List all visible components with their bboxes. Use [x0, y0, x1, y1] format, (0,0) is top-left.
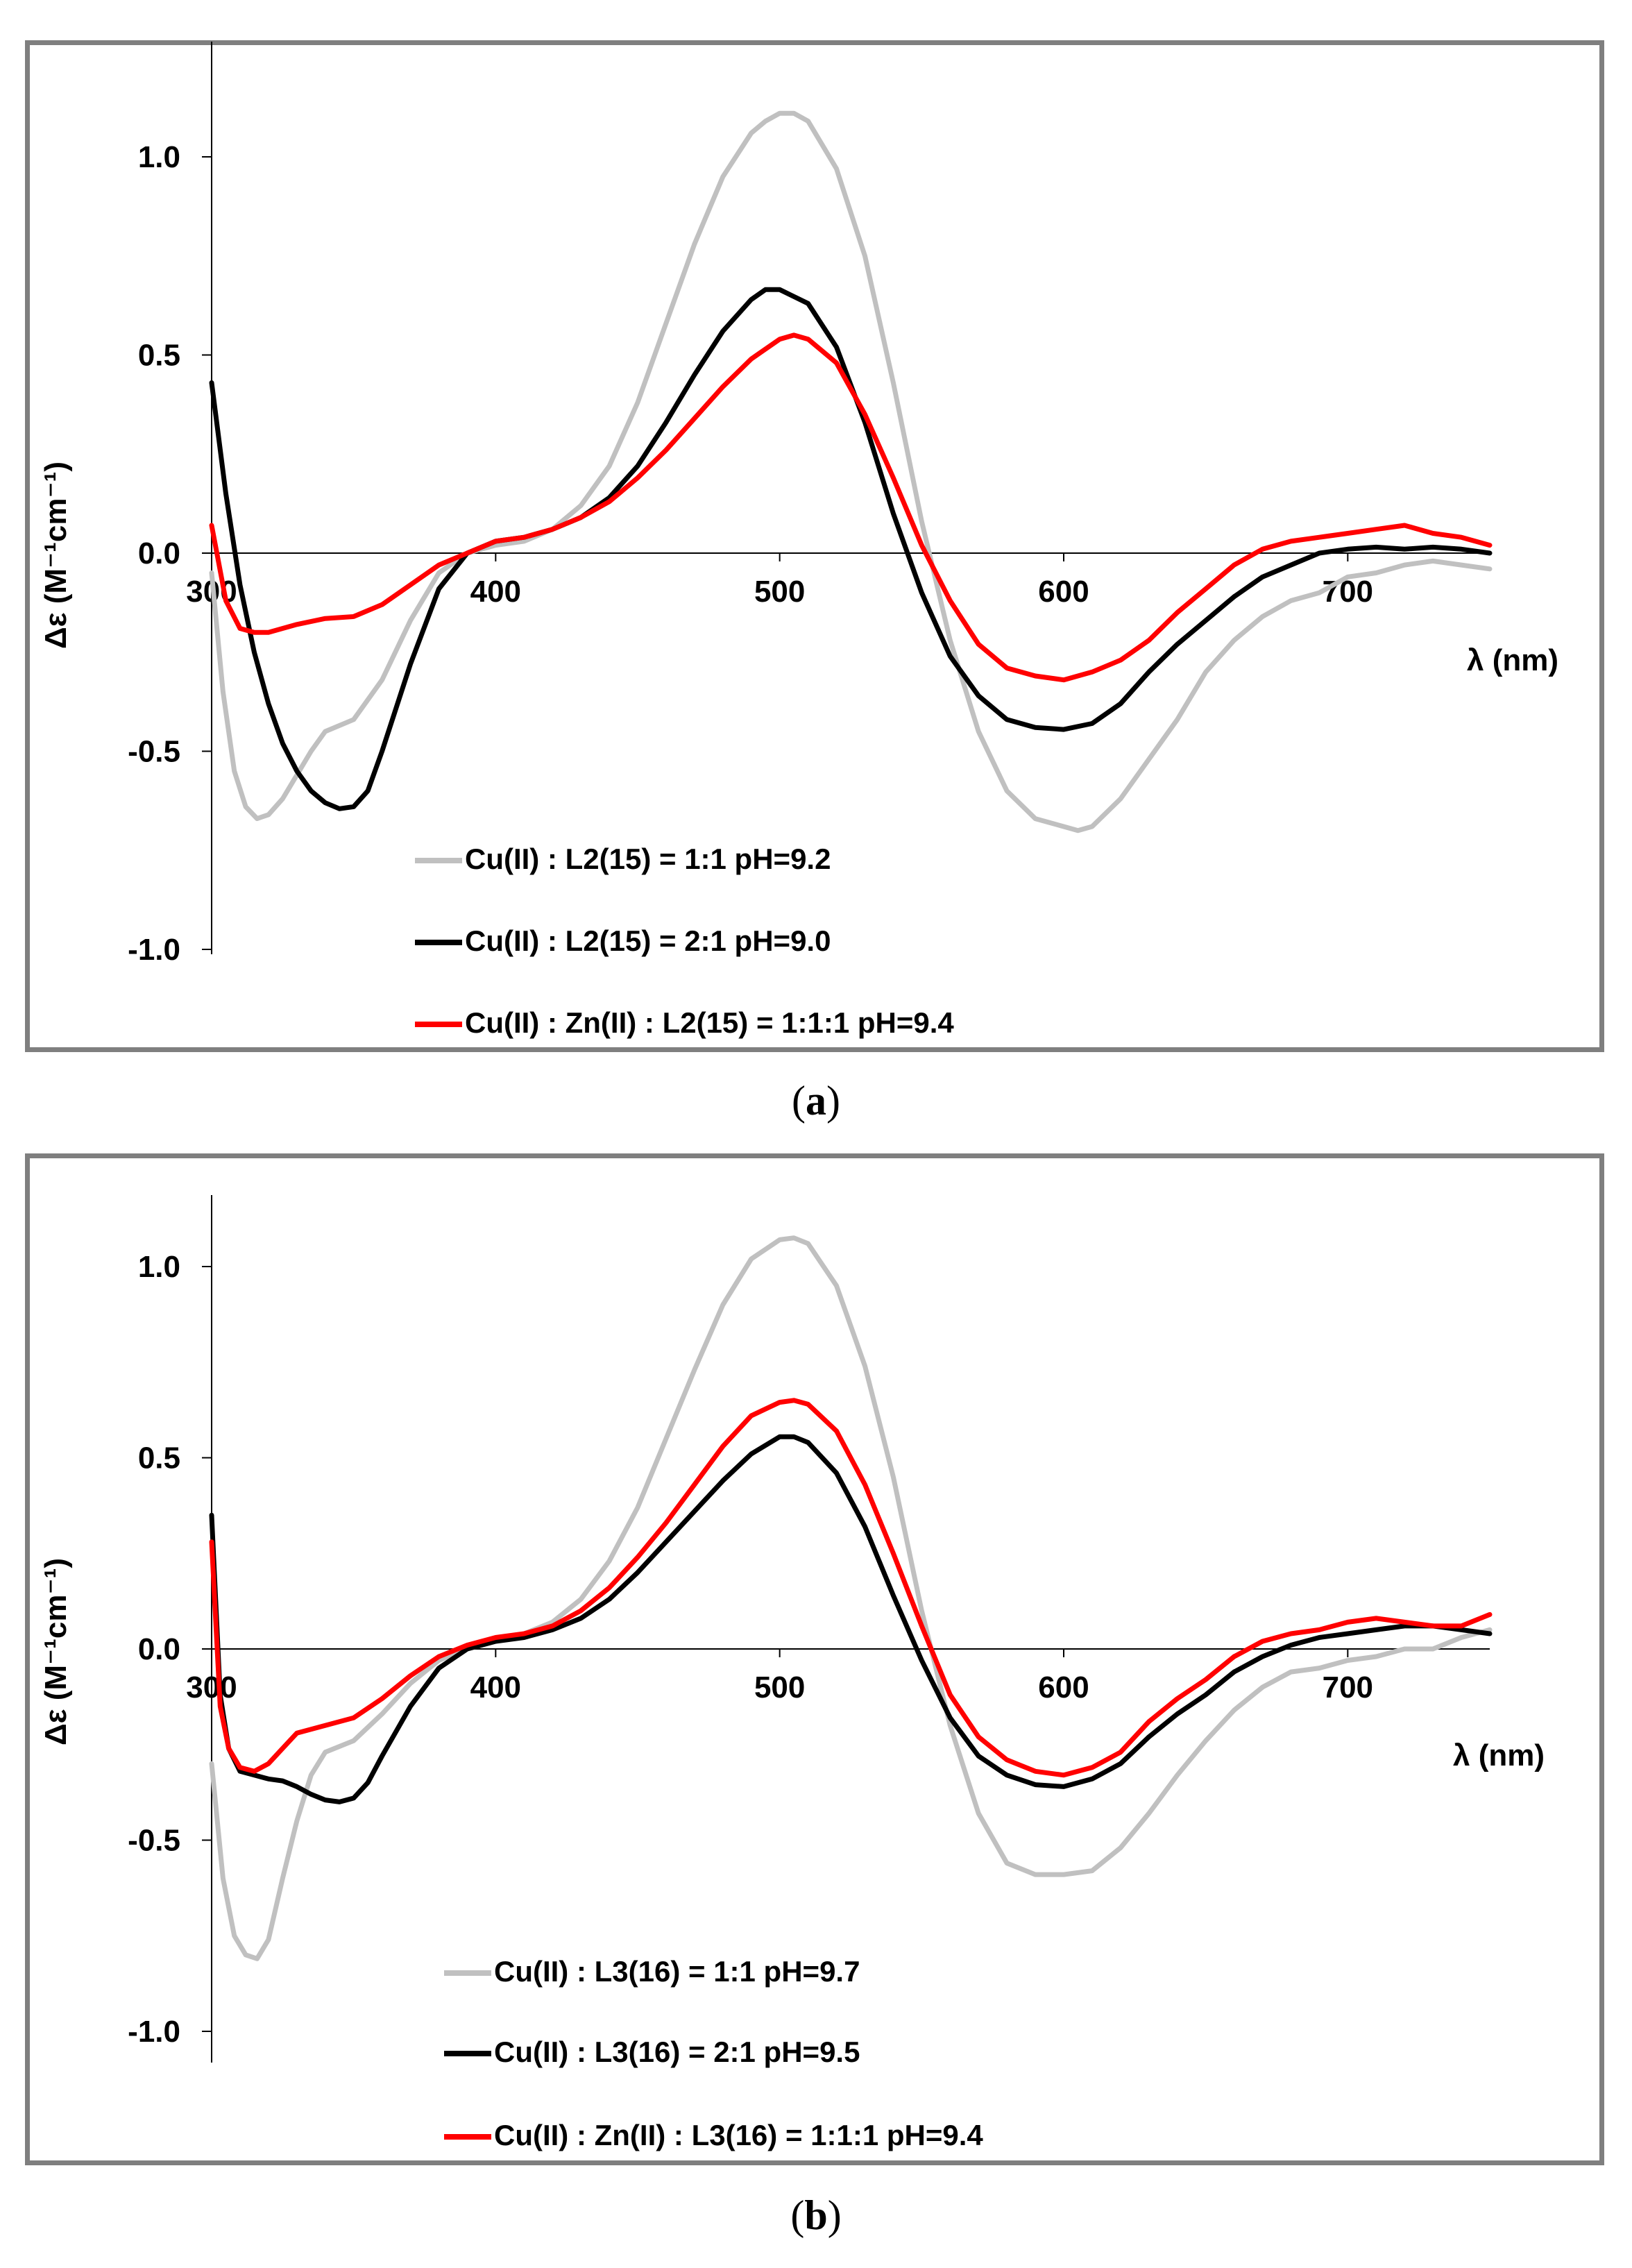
series-line-a-0 [209, 110, 1493, 833]
y-axis-label-a: Δε (M⁻¹cm⁻¹) [39, 462, 73, 649]
x-tick-label-a-1: 400 [470, 575, 521, 609]
x-tick-label-b-1: 400 [470, 1670, 521, 1704]
y-tick-label-a-2: 0.0 [138, 536, 180, 570]
legend-label-a-2: Cu(II) : Zn(II) : L2(15) = 1:1:1 pH=9.4 [465, 1006, 954, 1039]
x-tick-label-b-0: 300 [186, 1670, 237, 1704]
y-tick-label-a-3: -0.5 [128, 735, 180, 769]
legend-label-a-1: Cu(II) : L2(15) = 2:1 pH=9.0 [465, 924, 831, 957]
y-axis-label-b: Δε (M⁻¹cm⁻¹) [39, 1558, 73, 1745]
series-line-a-1 [209, 287, 1493, 811]
series-line-b-2 [209, 1398, 1493, 1778]
legend-label-a-0: Cu(II) : L2(15) = 1:1 pH=9.2 [465, 843, 831, 875]
legend-label-b-1: Cu(II) : L3(16) = 2:1 pH=9.5 [494, 2036, 860, 2068]
series-line-a-2 [209, 332, 1493, 683]
y-tick-label-b-0: 1.0 [138, 1250, 180, 1284]
series-line-b-1 [209, 1434, 1493, 1804]
caption-b-label: b [804, 2192, 828, 2238]
legend-label-b-2: Cu(II) : Zn(II) : L3(16) = 1:1:1 pH=9.4 [494, 2119, 983, 2151]
x-tick-label-a-2: 500 [754, 575, 805, 609]
x-axis-label-b: λ (nm) [1453, 1738, 1545, 1772]
y-tick-label-b-4: -1.0 [128, 2015, 180, 2049]
y-tick-label-b-2: 0.0 [138, 1632, 180, 1666]
panel-b-frame [25, 1153, 1604, 2165]
y-tick-label-b-3: -0.5 [128, 1824, 180, 1858]
series-line-b-0 [209, 1235, 1493, 1961]
x-axis-label-a: λ (nm) [1467, 643, 1558, 677]
y-tick-label-a-4: -1.0 [128, 933, 180, 967]
x-tick-label-a-3: 600 [1038, 575, 1089, 609]
caption-b: (b) [790, 2192, 842, 2238]
x-tick-label-b-3: 600 [1038, 1670, 1089, 1704]
panel-a-frame [25, 40, 1604, 1052]
caption-a: (a) [792, 1078, 840, 1124]
x-tick-label-b-2: 500 [754, 1670, 805, 1704]
legend-label-b-0: Cu(II) : L3(16) = 1:1 pH=9.7 [494, 1955, 860, 1988]
y-tick-label-b-1: 0.5 [138, 1441, 180, 1475]
x-tick-label-b-4: 700 [1323, 1670, 1373, 1704]
caption-a-label: a [806, 1078, 826, 1124]
x-tick-label-a-4: 700 [1323, 575, 1373, 609]
y-tick-label-a-0: 1.0 [138, 140, 180, 174]
y-tick-label-a-1: 0.5 [138, 339, 180, 373]
